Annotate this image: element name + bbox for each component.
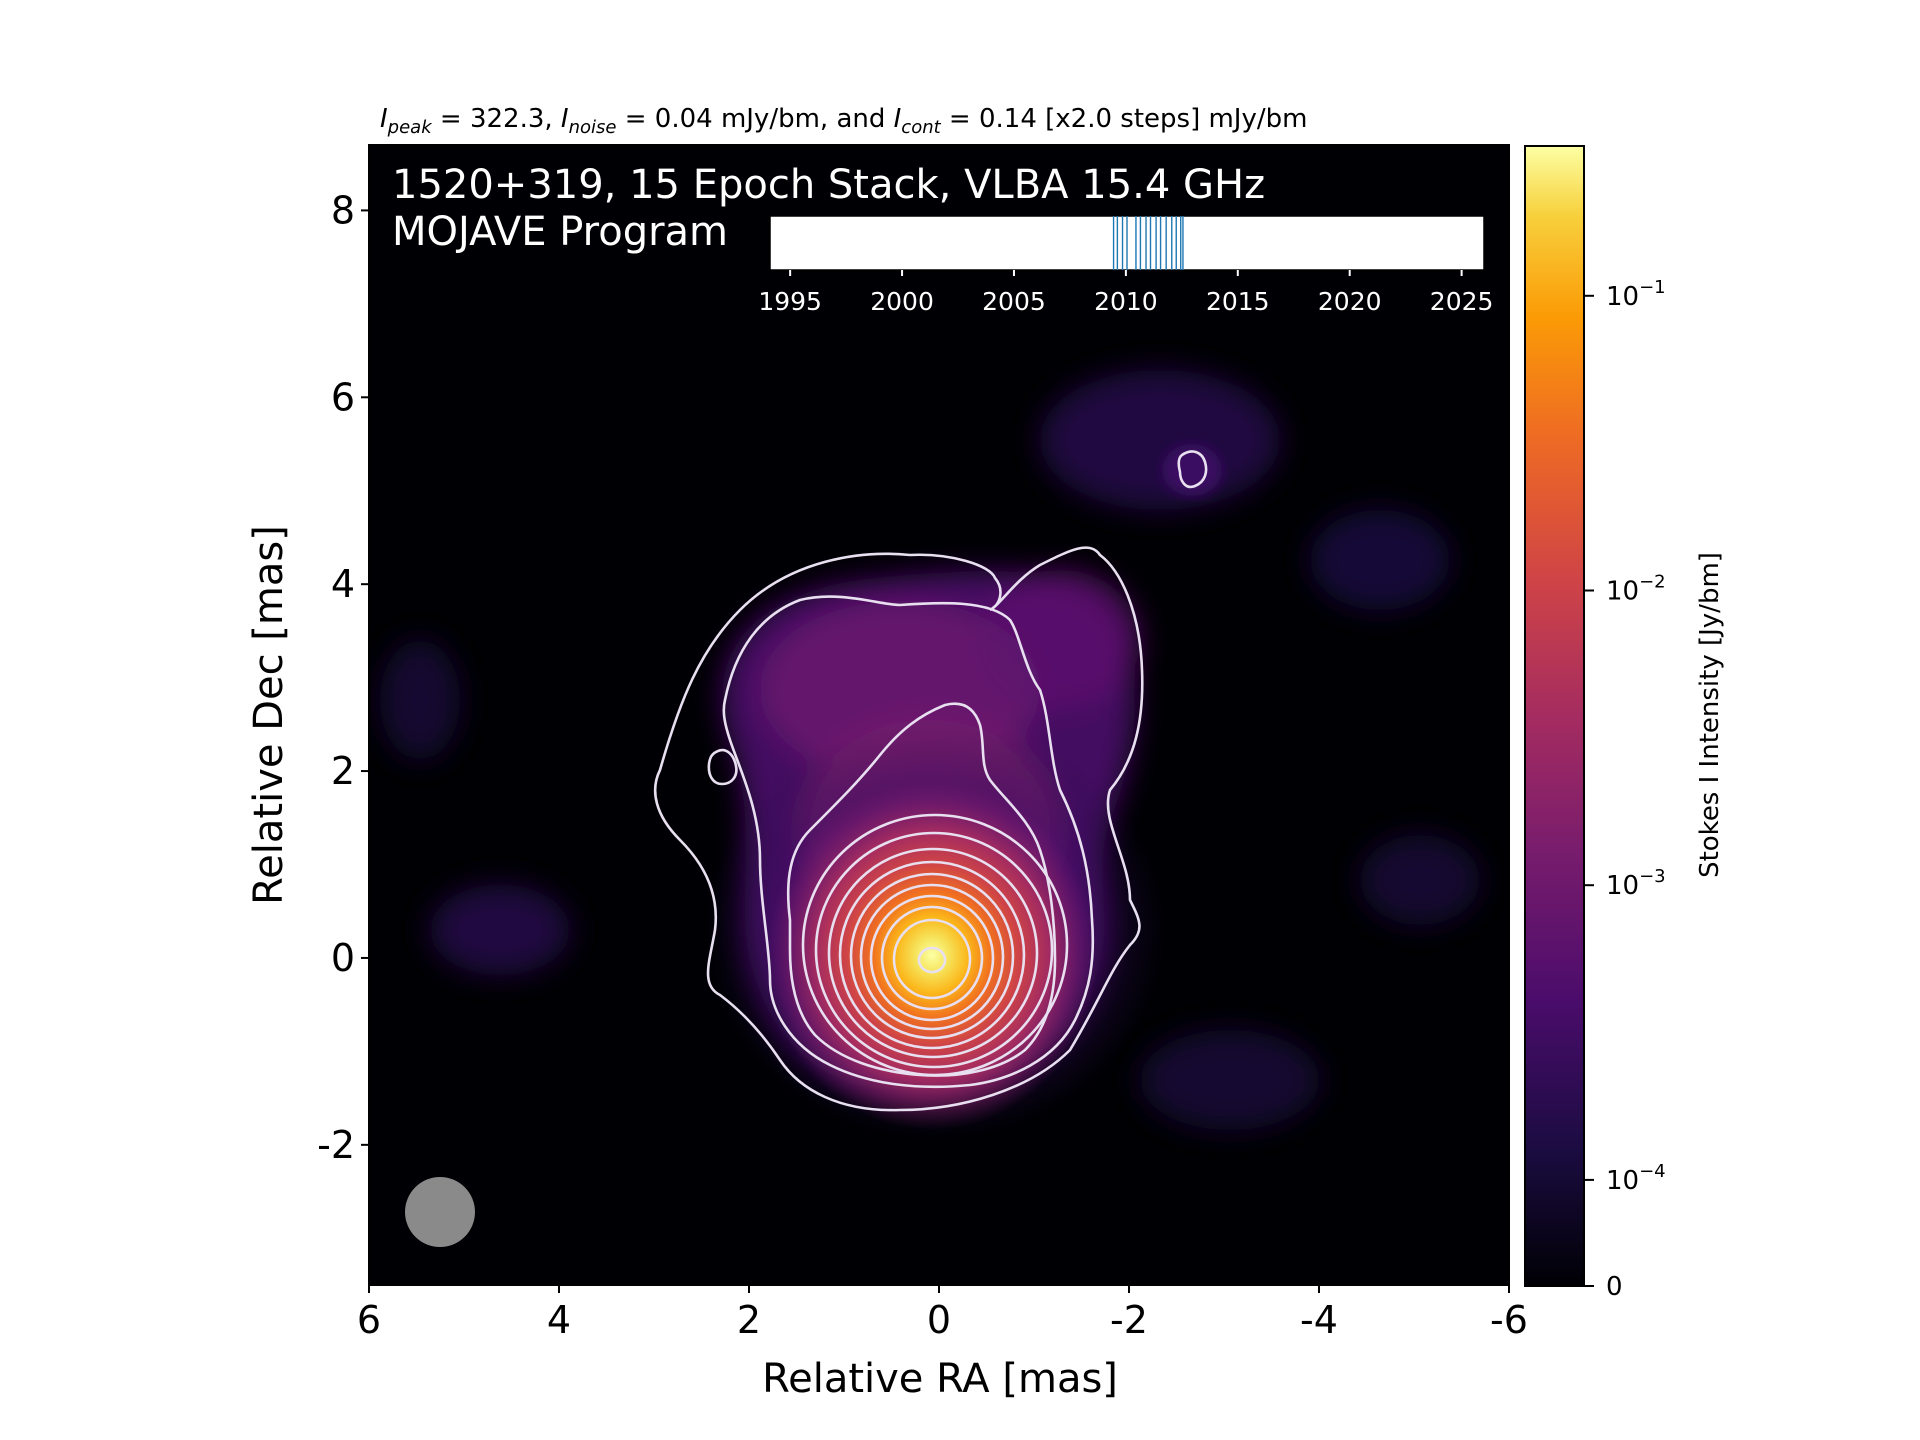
contour-13 [917,946,947,974]
colorbar-tick-label: 10−3 [1606,866,1666,901]
epoch-tick-label: 2010 [1094,287,1158,316]
epoch-ticks: 1995 2000 2005 2010 2015 2020 2025 [758,270,1493,316]
intensity-map: 1520+319, 15 Epoch Stack, VLBA 15.4 GHz … [369,145,1509,1285]
contour-6 [827,847,1039,1059]
contour-island-w [707,748,738,786]
contour-10 [869,894,995,1022]
epoch-timeline: 1995 2000 2005 2010 2015 2020 2025 [758,215,1493,316]
x-tick-label: -6 [1490,1298,1528,1342]
epoch-tick-label: 2005 [982,287,1046,316]
contour-11 [880,905,984,1011]
contour-7 [838,860,1026,1050]
x-axis-label: Relative RA [mas] [762,1356,1118,1402]
x-axis: 6 4 2 0 -2 -4 -6 [357,1285,1528,1342]
x-tick-label: -2 [1110,1298,1148,1342]
contour-12 [892,918,972,1000]
x-tick-label: 2 [737,1298,761,1342]
source-title: 1520+319, 15 Epoch Stack, VLBA 15.4 GHz [392,162,1265,208]
epoch-tick-label: 1995 [758,287,822,316]
contour-4 [801,813,1069,1077]
contour-2 [722,595,1095,1089]
colorbar-tick-label: 0 [1606,1272,1623,1302]
colorbar: 10−1 10−2 10−3 10−4 0 Stokes I Intensity [Jy… [1524,145,1725,1302]
beam-ellipse [405,1177,475,1247]
epoch-marks [1112,216,1184,270]
colorbar-label: Stokes I Intensity [Jy/bm] [1695,552,1725,878]
x-tick-label: -4 [1300,1298,1338,1342]
contour-island-ne [1177,450,1208,489]
contour-5 [814,831,1054,1069]
program-label: MOJAVE Program [392,209,728,255]
contour-3 [786,702,1057,1077]
colorbar-gradient [1524,145,1585,1287]
colorbar-tick-label: 10−4 [1606,1161,1666,1196]
y-axis: -2 0 2 4 6 8 [317,188,369,1167]
contour-8 [849,872,1015,1040]
x-tick-label: 4 [547,1298,571,1342]
y-tick-label: 6 [331,375,355,419]
y-tick-label: 2 [331,749,355,793]
epoch-tick-label: 2020 [1318,287,1382,316]
secondary-island-glow [1162,444,1222,496]
contour-9 [859,883,1005,1031]
y-tick-label: -2 [317,1123,355,1167]
epoch-tick-label: 2000 [870,287,934,316]
y-axis-label: Relative Dec [mas] [246,525,292,905]
y-tick-label: 0 [331,936,355,980]
epoch-tick-label: 2025 [1430,287,1494,316]
epoch-tick-label: 2015 [1206,287,1270,316]
colorbar-tick-label: 10−1 [1606,277,1666,312]
contours [653,450,1208,1112]
image-stats-header: Ipeak = 322.3, Inoise = 0.04 mJy/bm, and… [380,104,1307,138]
colorbar-ticks: 10−1 10−2 10−3 10−4 0 [1584,277,1666,1302]
colorbar-tick-label: 10−2 [1606,571,1666,606]
contour-outer [653,546,1144,1112]
x-tick-label: 6 [357,1298,381,1342]
y-tick-label: 4 [331,562,355,606]
y-tick-label: 8 [331,188,355,232]
x-tick-label: 0 [927,1298,951,1342]
